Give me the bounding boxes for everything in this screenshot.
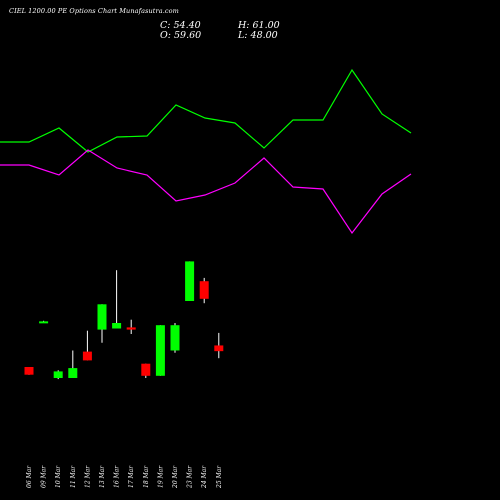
- x-tick-label: 06 Mar: [26, 465, 33, 488]
- candle-up: [97, 304, 107, 330]
- low-value: L: 48.00: [238, 30, 278, 41]
- x-tick-label: 17 Mar: [128, 465, 135, 488]
- candle-up: [112, 323, 122, 329]
- x-tick-label: 12 Mar: [84, 465, 91, 488]
- overlay-line-green: [0, 68, 412, 153]
- x-tick-label: 16 Mar: [114, 465, 121, 488]
- candle-down: [24, 367, 34, 375]
- x-tick-label: 20 Mar: [172, 465, 179, 489]
- candle-down: [82, 351, 92, 361]
- open-value: O: 59.60: [160, 30, 202, 41]
- x-tick-label: 19 Mar: [157, 465, 164, 488]
- overlay-line-magenta: [0, 149, 412, 235]
- x-tick-label: 13 Mar: [99, 465, 106, 488]
- chart-title: CIEL 1200.00 PE Options Chart Munafasutr…: [9, 7, 179, 15]
- candle-up: [155, 325, 165, 376]
- candle-down: [141, 363, 151, 376]
- x-tick-label: 25 Mar: [216, 465, 223, 489]
- candle-down: [199, 281, 209, 299]
- candle-down: [126, 327, 136, 330]
- candle-up: [39, 321, 49, 324]
- x-tick-label: 23 Mar: [187, 465, 194, 489]
- x-tick-label: 24 Mar: [201, 465, 208, 489]
- candle-down: [214, 345, 224, 352]
- candle-up: [170, 325, 180, 351]
- x-tick-label: 09 Mar: [41, 465, 48, 488]
- x-tick-label: 11 Mar: [70, 465, 77, 488]
- x-tick-label: 10 Mar: [55, 465, 62, 488]
- x-tick-label: 18 Mar: [143, 465, 150, 488]
- close-value: C: 54.40: [160, 20, 201, 31]
- candle-up: [68, 368, 78, 378]
- high-value: H: 61.00: [238, 20, 280, 31]
- candle-up: [185, 261, 195, 301]
- candle-up: [53, 371, 63, 378]
